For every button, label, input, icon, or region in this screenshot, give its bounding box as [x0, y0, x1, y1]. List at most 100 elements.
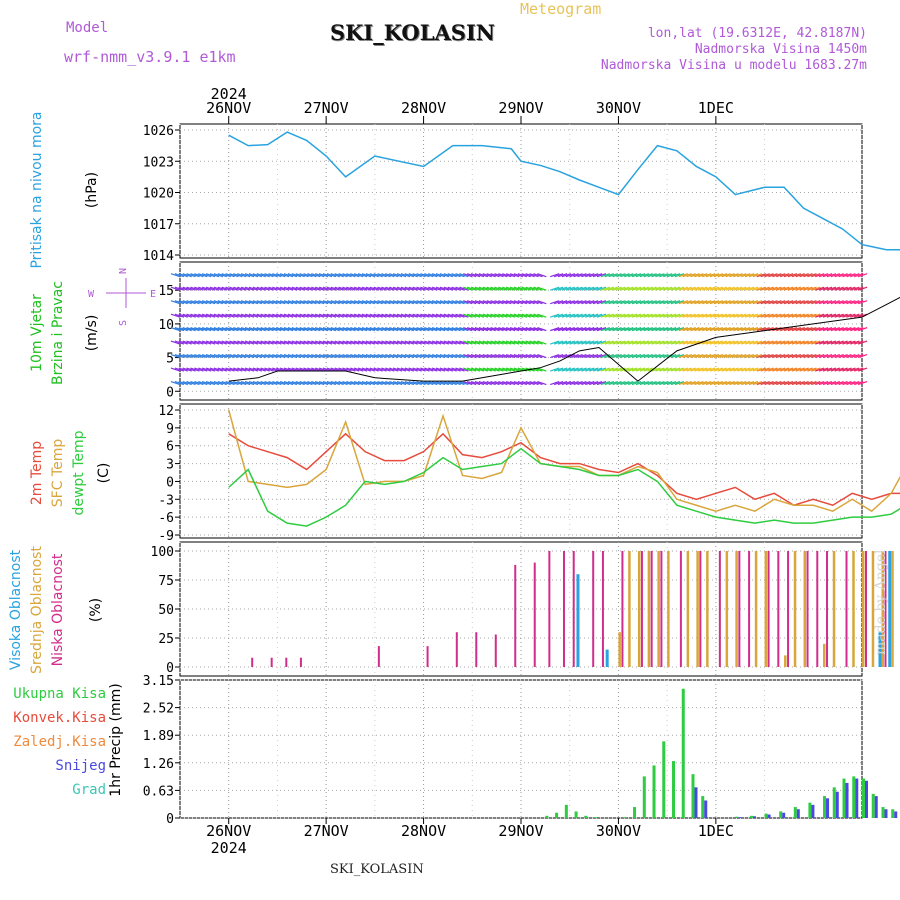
wind-barb: [459, 340, 469, 345]
wind-barb: [233, 313, 243, 318]
wind-barb: [702, 367, 712, 372]
wind-barb: [764, 380, 774, 386]
wind-barb: [764, 300, 774, 305]
wind-barb: [322, 300, 333, 305]
wind-barb: [791, 313, 802, 318]
wind-barb: [635, 327, 646, 332]
wind-barb: [854, 313, 864, 318]
wind-barb: [392, 300, 403, 305]
wind-barb: [659, 300, 669, 305]
wind-barb: [455, 286, 465, 291]
wind-barb: [361, 313, 372, 318]
wind-barb: [217, 327, 227, 332]
wind-barb: [600, 286, 611, 291]
wind-barb: [698, 340, 708, 345]
wind-barb: [346, 327, 356, 332]
wind-barb: [217, 354, 227, 359]
wind-barb: [569, 313, 579, 318]
wind-barb: [318, 380, 329, 386]
wind-barb: [604, 367, 614, 372]
bar-cloud-1: [862, 551, 865, 667]
wind-barb: [342, 300, 352, 305]
wind-barb: [850, 286, 860, 291]
wind-barb: [350, 286, 360, 291]
wind-barb: [217, 286, 227, 291]
wind-barb: [612, 300, 622, 305]
wind-barb: [639, 367, 650, 372]
wind-barb: [198, 340, 208, 345]
wind-barb: [553, 380, 564, 386]
wind-barb: [334, 327, 344, 332]
wind-barb: [756, 340, 766, 345]
wind-barb: [428, 273, 438, 278]
wind-barb: [225, 354, 235, 359]
wind-barb: [682, 327, 692, 332]
wind-barb: [702, 286, 712, 291]
wind-barb: [186, 286, 196, 291]
wind-barb: [451, 380, 461, 386]
wind-barb: [752, 313, 763, 318]
wind-barb: [240, 300, 251, 305]
bar-cloud-2: [299, 657, 302, 667]
wind-barb: [803, 273, 813, 278]
wind-barb: [783, 367, 794, 372]
wind-barb: [659, 313, 669, 318]
wind-barb: [513, 286, 524, 291]
ytick-label-wind: 10: [158, 318, 174, 333]
wind-barb: [416, 313, 426, 318]
wind-barb: [783, 327, 794, 332]
wind-barb: [694, 313, 704, 318]
wind-barb: [357, 380, 368, 386]
bar-cloud-2: [884, 551, 887, 667]
wind-barb: [260, 273, 270, 278]
wind-barb: [443, 354, 453, 359]
bar-cloud-2: [475, 632, 478, 667]
wind-barb: [178, 367, 188, 372]
wind-barb: [482, 313, 492, 318]
wind-barb: [182, 273, 192, 278]
wind-barb: [838, 313, 848, 318]
bar-precip-1: [855, 778, 859, 818]
wind-barb: [201, 327, 212, 332]
wind-barb: [490, 327, 500, 332]
wind-barb: [517, 300, 528, 305]
wind-barb: [209, 340, 220, 345]
wind-barb: [702, 380, 712, 386]
wind-barb: [705, 286, 716, 291]
wind-barb: [651, 367, 661, 372]
wind-barb: [807, 273, 817, 278]
wind-barb: [725, 273, 735, 278]
wind-barb: [529, 273, 539, 278]
wind-barb: [643, 327, 653, 332]
wind-barb: [428, 300, 438, 305]
wind-barb: [412, 273, 422, 278]
wind-barb: [737, 313, 747, 318]
wind-barb: [420, 273, 430, 278]
wind-barb: [392, 380, 403, 386]
wind-barb: [205, 286, 216, 291]
wind-barb: [589, 340, 599, 345]
wind-barb: [244, 286, 255, 291]
wind-barb: [565, 327, 576, 332]
wind-barb: [174, 300, 185, 305]
wind-barb: [795, 313, 805, 318]
wind-barb: [244, 273, 255, 278]
wind-barb: [608, 380, 618, 386]
precip-legend-3: Snijeg: [55, 758, 106, 774]
wind-barb: [276, 313, 286, 318]
wind-barb: [240, 313, 251, 318]
wind-barb: [842, 367, 852, 372]
wind-barb: [357, 313, 368, 318]
wind-barb: [350, 313, 360, 318]
wind-barb: [799, 286, 809, 291]
wind-barb: [596, 367, 607, 372]
wind-barb: [307, 380, 317, 386]
ytick-label-wind: 5: [166, 352, 174, 367]
ylabel-unit-temp: (C): [96, 463, 112, 484]
wind-barb: [252, 313, 263, 318]
wind-barb: [666, 367, 677, 372]
wind-barb: [857, 367, 868, 372]
wind-barb: [600, 300, 611, 305]
wind-barb: [521, 340, 531, 345]
wind-barb: [529, 327, 539, 332]
